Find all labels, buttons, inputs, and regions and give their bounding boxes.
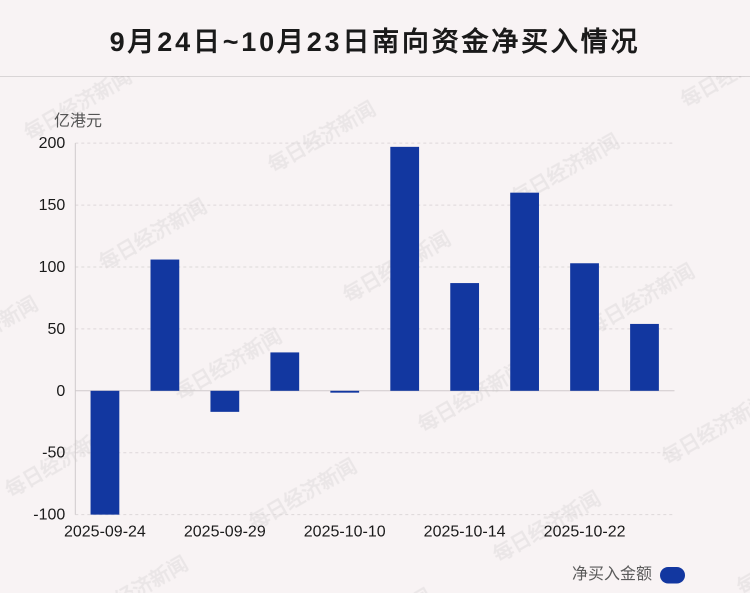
svg-text:亿港元: 亿港元 (54, 112, 102, 130)
svg-text:100: 100 (39, 259, 66, 276)
svg-text:-50: -50 (42, 445, 65, 462)
svg-text:2025-10-10: 2025-10-10 (304, 524, 386, 541)
svg-text:2025-10-14: 2025-10-14 (424, 524, 506, 541)
svg-text:0: 0 (56, 383, 65, 400)
svg-text:净买入金额: 净买入金额 (572, 565, 652, 583)
svg-text:200: 200 (39, 135, 66, 152)
svg-text:-100: -100 (33, 507, 65, 524)
svg-text:50: 50 (48, 321, 66, 338)
svg-text:2025-09-29: 2025-09-29 (184, 524, 266, 541)
svg-text:2025-10-22: 2025-10-22 (544, 524, 626, 541)
svg-text:2025-09-24: 2025-09-24 (64, 524, 146, 541)
svg-text:150: 150 (39, 197, 66, 214)
